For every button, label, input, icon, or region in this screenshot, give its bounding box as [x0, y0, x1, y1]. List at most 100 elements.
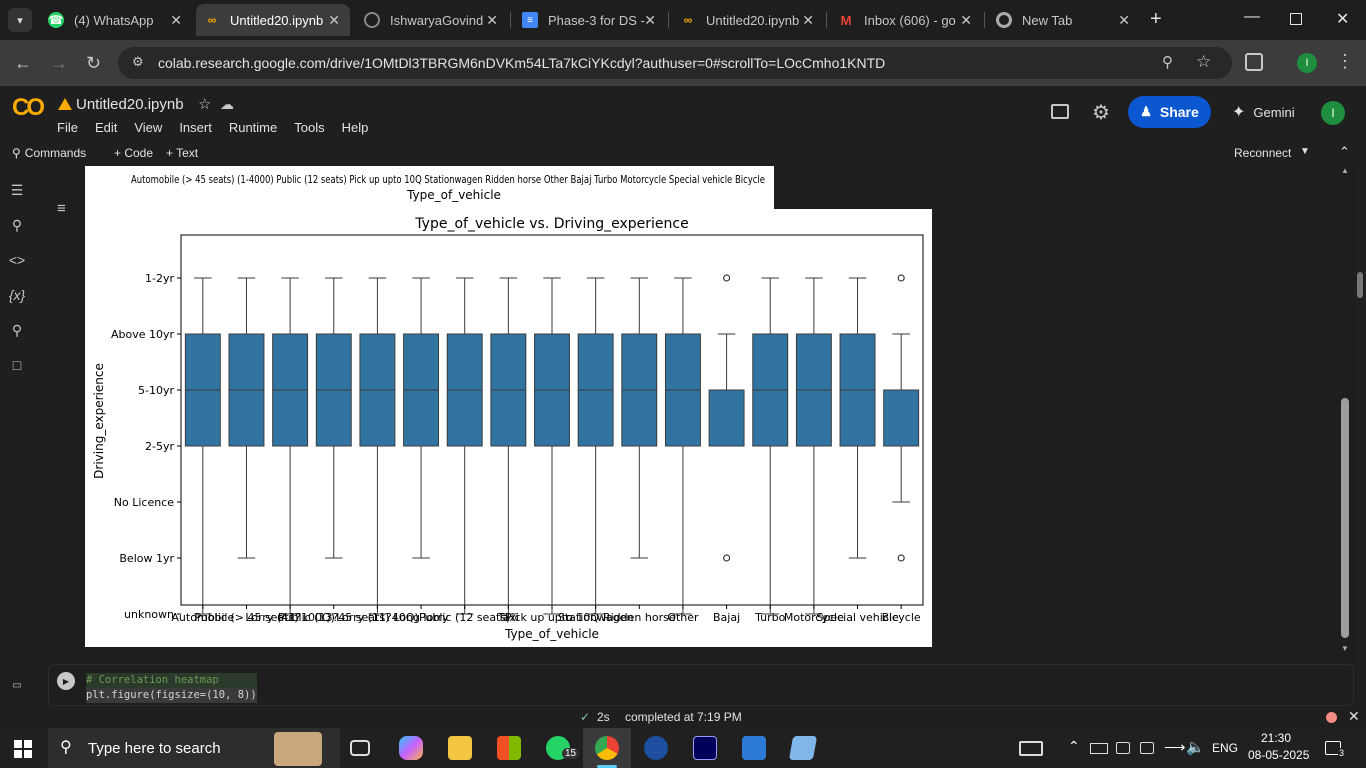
notebook-toolbar: ⚲ Commands + Code + Text Reconnect ▼ ⌃	[0, 142, 1366, 166]
drive-file-icon	[58, 98, 72, 110]
forward-icon[interactable]: →	[50, 53, 68, 73]
minimize-icon[interactable]: —	[1244, 8, 1260, 25]
chrome-taskbar-icon[interactable]	[595, 736, 619, 760]
menu-runtime[interactable]: Runtime	[228, 120, 278, 135]
microsoft-store-icon[interactable]	[497, 736, 521, 760]
back-icon[interactable]: ←	[14, 53, 32, 73]
code-line: plt.figure(figsize=(10, 8))	[86, 688, 257, 703]
execution-duration: 2s	[597, 710, 610, 724]
scrollbar-thumb[interactable]	[1341, 398, 1349, 638]
menu-edit[interactable]: Edit	[94, 120, 118, 135]
y-axis-label: Driving_experience	[92, 363, 106, 479]
browser-menu-icon[interactable]: ⋮	[1336, 51, 1354, 71]
notepad-app-icon[interactable]	[788, 736, 818, 760]
add-code-button[interactable]: + Code	[114, 146, 154, 160]
close-tab-icon[interactable]: ✕	[802, 11, 814, 28]
comments-icon[interactable]	[1051, 104, 1069, 119]
chevron-down-icon[interactable]: ▼	[1300, 146, 1310, 157]
bookmark-star-icon[interactable]: ☆	[1196, 52, 1212, 71]
star-icon[interactable]: ☆	[198, 96, 212, 113]
volume-icon[interactable]: 🔈	[1186, 739, 1205, 756]
language-indicator[interactable]: ENG	[1212, 741, 1239, 755]
url-bar[interactable]: ⚙ colab.research.google.com/drive/1OMtDl…	[118, 47, 1232, 79]
tab-gmail[interactable]: M Inbox (606) - go ✕	[830, 4, 982, 36]
tab-search-button[interactable]: ▾	[8, 8, 32, 32]
close-tab-icon[interactable]: ✕	[1118, 11, 1130, 28]
tab-colab-active[interactable]: ∞ Untitled20.ipynb ✕	[196, 4, 350, 36]
new-tab-button[interactable]: +	[1150, 8, 1162, 30]
reconnect-button[interactable]: Reconnect	[1234, 146, 1292, 160]
add-text-button[interactable]: + Text	[166, 146, 199, 160]
close-tab-icon[interactable]: ✕	[644, 11, 656, 28]
run-cell-button[interactable]: ▶	[57, 672, 75, 690]
secrets-key-icon[interactable]: ⚲	[11, 321, 23, 338]
close-tab-icon[interactable]: ✕	[170, 11, 182, 28]
profile-avatar[interactable]: I	[1297, 53, 1317, 73]
menu-view[interactable]: View	[134, 120, 163, 135]
windows-start-icon[interactable]	[14, 740, 32, 758]
close-tab-icon[interactable]: ✕	[960, 11, 972, 28]
reload-icon[interactable]: ↻	[86, 53, 102, 73]
premiere-icon[interactable]	[693, 736, 717, 760]
file-explorer-icon[interactable]	[448, 736, 472, 760]
x-tick-label: Long lorry	[393, 611, 449, 624]
share-button[interactable]: ♟ Share	[1128, 96, 1211, 128]
code-cell[interactable]: ▶ # Correlation heatmap plt.figure(figsi…	[48, 664, 1354, 706]
window-close-icon[interactable]: ✕	[1336, 11, 1350, 28]
files-folder-icon[interactable]: □	[12, 357, 22, 373]
execution-status: completed at 7:19 PM	[625, 710, 742, 724]
x-tick-label: Public (12 seats)	[419, 611, 510, 624]
task-view-icon[interactable]	[350, 740, 370, 756]
copilot-icon[interactable]	[399, 736, 423, 760]
account-avatar[interactable]: I	[1321, 101, 1345, 125]
notification-count: 3	[1338, 748, 1346, 758]
page-scrollbar-thumb[interactable]	[1357, 272, 1363, 298]
search-icon: ⚲	[60, 739, 72, 756]
notebook-scrollbar[interactable]: ▲ ▼	[1338, 166, 1352, 656]
settings-gear-icon[interactable]: ⚙	[1092, 102, 1110, 124]
scroll-up-icon[interactable]: ▲	[1341, 166, 1349, 175]
touch-keyboard-icon[interactable]	[1019, 741, 1043, 756]
notebook-title[interactable]: Untitled20.ipynb	[76, 96, 184, 113]
zoom-icon[interactable]: ⚲	[1162, 54, 1173, 71]
tab-new-tab[interactable]: New Tab ✕	[988, 4, 1140, 36]
clock-date[interactable]: 08-05-2025	[1248, 748, 1310, 762]
close-status-icon[interactable]: ✕	[1348, 708, 1360, 724]
table-of-contents-icon[interactable]: ☰	[10, 181, 24, 198]
terminal-icon[interactable]: ▭	[12, 679, 22, 691]
close-tab-icon[interactable]: ✕	[328, 11, 340, 28]
status-bar: ✓ 2s completed at 7:19 PM ✕	[0, 706, 1366, 728]
close-tab-icon[interactable]: ✕	[486, 11, 498, 28]
media-player-icon[interactable]	[644, 736, 668, 760]
clock-time[interactable]: 21:30	[1261, 731, 1292, 745]
wifi-icon[interactable]: ⟶	[1164, 739, 1186, 756]
tab-colab-2[interactable]: ∞ Untitled20.ipynb ✕	[672, 4, 824, 36]
taskbar-search-box[interactable]: ⚲ Type here to search	[48, 728, 340, 768]
site-info-icon[interactable]: ⚙	[132, 54, 144, 69]
output-toggle-icon[interactable]: ≡	[57, 200, 66, 217]
menu-file[interactable]: File	[57, 120, 78, 135]
find-icon[interactable]: ⚲	[11, 216, 23, 233]
menu-tools[interactable]: Tools	[294, 120, 325, 135]
colab-logo[interactable]: CO	[12, 94, 45, 121]
tab-github[interactable]: IshwaryaGovind ✕	[356, 4, 508, 36]
x-tick-label: Bicycle	[882, 611, 921, 624]
tab-docs[interactable]: ≡ Phase-3 for DS - ✕	[514, 4, 666, 36]
variables-icon[interactable]: {x}	[8, 287, 26, 303]
tab-whatsapp[interactable]: ☎ (4) WhatsApp ✕	[48, 11, 182, 28]
show-hidden-icons[interactable]: ⌃	[1068, 738, 1080, 754]
scroll-down-icon[interactable]: ▼	[1341, 644, 1349, 653]
menu-insert[interactable]: Insert	[179, 120, 212, 135]
colab-icon: ∞	[207, 13, 217, 27]
menu-help[interactable]: Help	[341, 120, 369, 135]
collapse-header-icon[interactable]: ⌃	[1339, 144, 1350, 159]
x-tick-label: Ridden horse	[603, 611, 676, 624]
photos-app-icon[interactable]	[742, 736, 766, 760]
x-tick-label: Stationwagen	[558, 611, 634, 624]
left-sidebar: ☰ ⚲ <> {x} ⚲ □ ▭	[0, 166, 48, 706]
gemini-button[interactable]: ✦ Gemini	[1232, 104, 1295, 121]
code-snippets-icon[interactable]: <>	[8, 252, 26, 268]
commands-button[interactable]: ⚲ Commands	[12, 146, 87, 160]
extensions-icon[interactable]	[1245, 53, 1263, 71]
restore-icon[interactable]	[1290, 13, 1302, 25]
